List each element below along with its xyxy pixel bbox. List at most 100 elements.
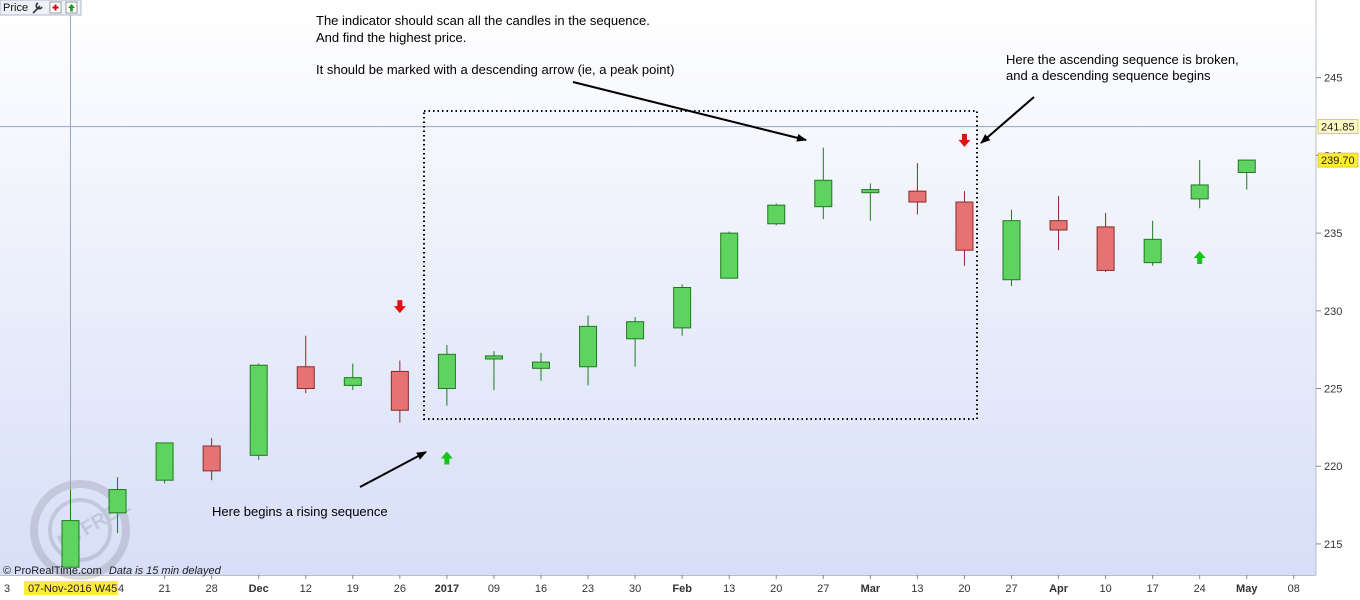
x-tick-label: 12 <box>300 583 312 595</box>
candle <box>343 363 362 391</box>
x-axis-panel <box>0 575 1316 595</box>
plot-background <box>0 0 1316 575</box>
candle-body <box>1096 226 1115 271</box>
candle-body <box>814 179 833 208</box>
crosshair-x-label: 07-Nov-2016 W45 <box>28 583 117 595</box>
x-tick-label: 13 <box>723 583 735 595</box>
candle-body <box>155 442 174 481</box>
x-tick-label: 30 <box>629 583 641 595</box>
candle <box>390 360 409 423</box>
candle <box>673 284 692 336</box>
crosshair-x-label-bg <box>24 581 118 595</box>
y-tick-label: 230 <box>1324 306 1342 318</box>
y-axis-ticks: 215220225230235240245 <box>1316 73 1342 551</box>
rise-pointer-arrow <box>359 451 427 488</box>
peak-pointer-arrow <box>572 81 807 142</box>
candle <box>296 335 315 394</box>
candle-body <box>202 445 221 472</box>
x-tick-label: 28 <box>206 583 218 595</box>
x-tick-label: 20 <box>958 583 970 595</box>
price-label: Price <box>3 2 28 14</box>
candle <box>579 315 598 386</box>
candle-body <box>296 366 315 390</box>
x-tick-label: 23 <box>582 583 594 595</box>
y-tick-label: 235 <box>1324 228 1342 240</box>
candle-body <box>673 287 692 329</box>
x-right-edge-tick: 4 <box>118 583 124 595</box>
candle <box>767 203 786 226</box>
candle <box>437 345 456 406</box>
candle <box>1190 160 1209 209</box>
candle-body <box>767 204 786 225</box>
annotation-peak-line4: It should be marked with a descending ar… <box>316 62 674 77</box>
x-tick-label: 17 <box>1147 583 1159 595</box>
candles-layer <box>61 147 1256 575</box>
annotation-break-line2: and a descending sequence begins <box>1006 68 1211 83</box>
candle <box>532 352 550 381</box>
candle-body <box>108 489 127 514</box>
candle-body <box>390 370 409 411</box>
candle-body <box>1049 220 1068 231</box>
x-tick-label: 19 <box>347 583 359 595</box>
candle <box>108 477 127 534</box>
candle <box>1096 212 1115 272</box>
x-tick-label: Dec <box>249 583 269 595</box>
x-tick-label: 10 <box>1099 583 1111 595</box>
candle <box>955 191 974 266</box>
candle <box>484 351 503 391</box>
signal-arrow-down <box>958 133 971 147</box>
candle-body <box>437 353 456 390</box>
price-label-box <box>1317 119 1359 134</box>
x-tick-label: 24 <box>1194 583 1206 595</box>
candle <box>249 363 268 460</box>
y-axis-panel <box>1316 0 1360 595</box>
signal-arrow-up <box>1193 250 1206 264</box>
x-tick-label: 13 <box>911 583 923 595</box>
candle-body <box>1190 184 1209 200</box>
candle-body <box>484 355 503 360</box>
annotation-peak-line2: And find the highest price. <box>316 30 466 45</box>
y-tick-label: 225 <box>1324 384 1342 396</box>
candle <box>61 489 80 575</box>
signal-arrow-down <box>393 300 406 314</box>
y-tick-label: 215 <box>1324 539 1342 551</box>
x-tick-label: 27 <box>1005 583 1017 595</box>
sequence-box <box>423 110 978 420</box>
candle <box>202 438 221 481</box>
price-label-text: 239.70 <box>1321 155 1355 167</box>
candle <box>155 442 174 484</box>
x-tick-label: 21 <box>158 583 170 595</box>
x-tick-label: 26 <box>394 583 406 595</box>
annotation-break-line1: Here the ascending sequence is broken, <box>1006 52 1239 67</box>
x-tick-label: 27 <box>817 583 829 595</box>
candle <box>1237 159 1256 190</box>
x-tick-label: 09 <box>488 583 500 595</box>
signal-arrow-up <box>440 451 453 465</box>
candle <box>1002 209 1021 286</box>
candle-body <box>61 520 80 568</box>
candle-body <box>1143 238 1162 264</box>
x-tick-label: 08 <box>1288 583 1300 595</box>
add-red-icon[interactable] <box>49 1 62 14</box>
break-pointer-arrow <box>980 96 1035 144</box>
candle-body <box>1237 159 1256 173</box>
candle-body <box>626 321 645 340</box>
candle-body <box>955 201 974 251</box>
candle <box>908 163 927 215</box>
price-label-box <box>1317 152 1359 168</box>
candle <box>1143 220 1162 266</box>
x-tick-label: Mar <box>861 583 881 595</box>
y-tick-label: 245 <box>1324 73 1342 85</box>
x-tick-label: 2017 <box>435 583 459 595</box>
candle-body <box>861 189 880 194</box>
candle <box>626 317 645 367</box>
wrench-icon[interactable] <box>32 2 43 14</box>
candle-body <box>720 232 739 279</box>
candle-body <box>343 377 362 386</box>
add-green-icon[interactable] <box>65 1 78 14</box>
x-axis-ticks: 21 28 Dec 12 19 26 2017 09 16 23 30 Feb 13 20 27 Mar 13 2… <box>158 575 1300 595</box>
x-tick-label: Apr <box>1049 583 1069 595</box>
x-tick-label: 16 <box>535 583 547 595</box>
